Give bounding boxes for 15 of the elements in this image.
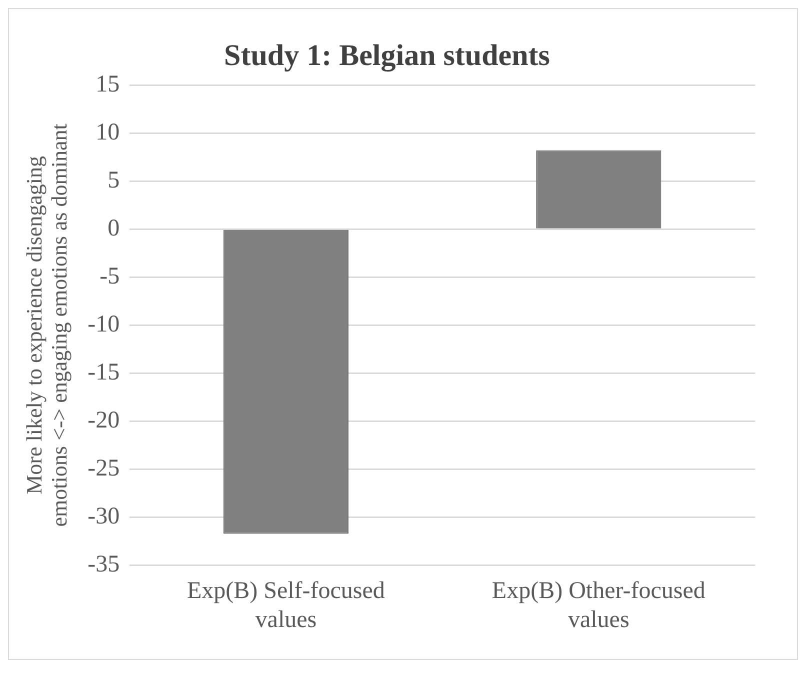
y-tick-label: 15: [96, 71, 120, 98]
x-tick-label: Exp(B) Other-focused values: [492, 578, 706, 633]
y-axis-title: More likely to experience disengaging emotions <-> engaging emotions as dominant: [21, 124, 72, 527]
y-tick-label: -25: [88, 456, 120, 482]
y-tick-label: 0: [108, 215, 120, 242]
y-tick-label: 5: [108, 167, 120, 194]
y-tick-label: -15: [88, 360, 120, 386]
x-tick-label: Exp(B) Self-focused values: [186, 578, 385, 633]
y-tick-label: 10: [96, 119, 120, 146]
y-tick-label: -5: [100, 263, 120, 290]
y-tick-label: -35: [88, 552, 120, 578]
y-tick-label: -20: [88, 408, 120, 434]
chart-title: Study 1: Belgian students: [224, 38, 550, 72]
y-tick-label: -10: [88, 311, 120, 338]
y-tick-label: -30: [88, 504, 120, 530]
